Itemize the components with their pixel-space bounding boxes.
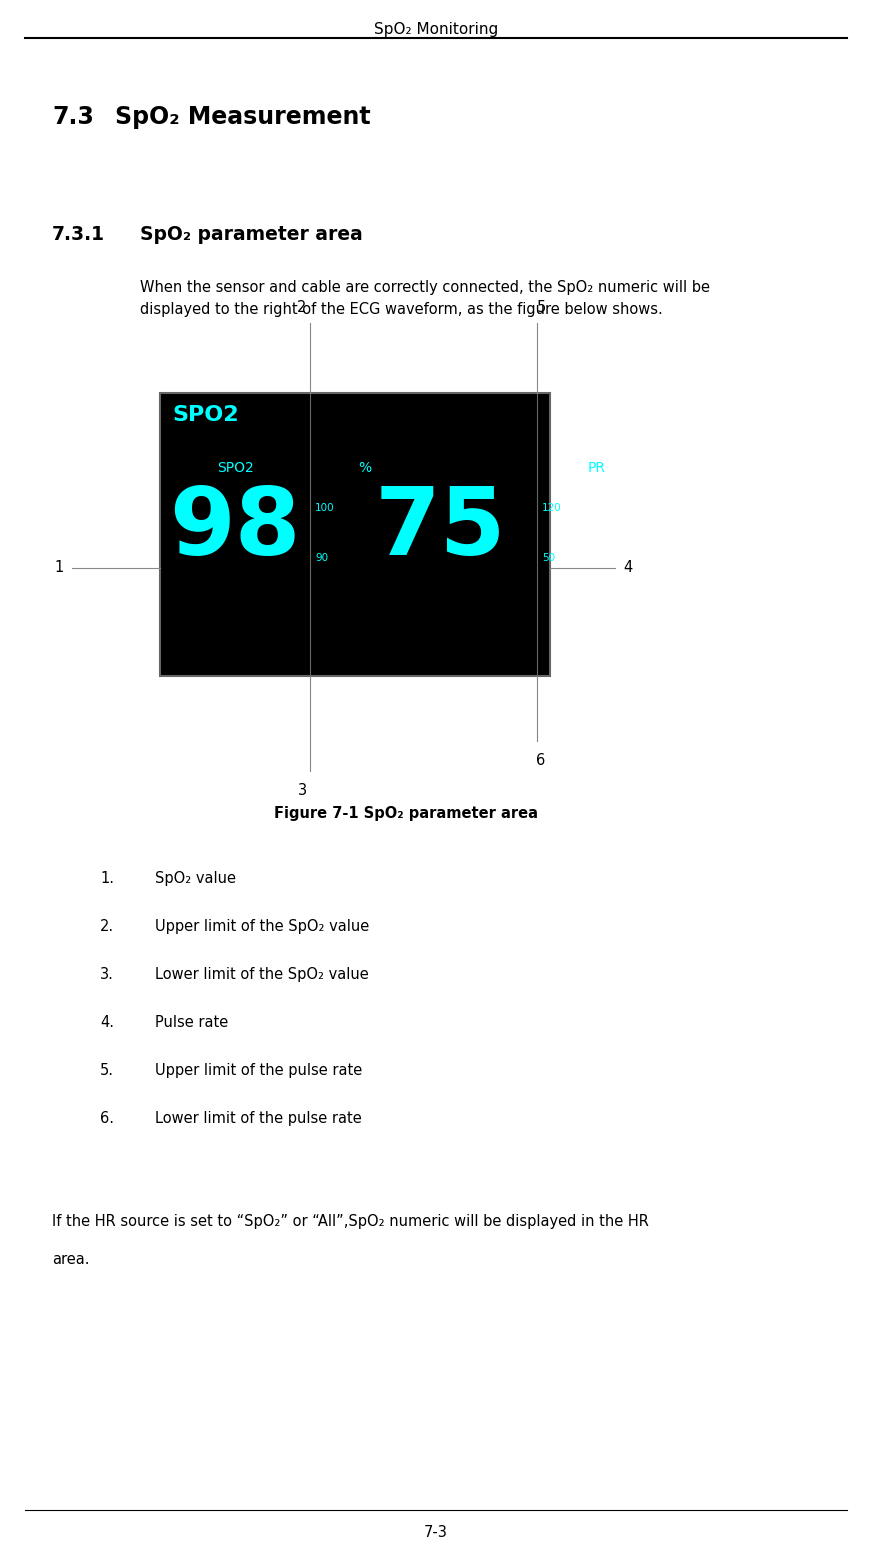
Text: 1.: 1. [100, 871, 114, 886]
Text: If the HR source is set to “SpO₂” or “All”,SpO₂ numeric will be displayed in the: If the HR source is set to “SpO₂” or “Al… [52, 1214, 649, 1229]
Text: area.: area. [52, 1252, 90, 1266]
Text: SPO2: SPO2 [172, 405, 239, 425]
Text: 90: 90 [315, 553, 328, 563]
Text: SpO₂ Monitoring: SpO₂ Monitoring [374, 22, 498, 37]
Text: 98: 98 [169, 483, 301, 574]
Text: 3: 3 [297, 784, 307, 798]
Text: 1: 1 [55, 560, 64, 576]
Text: 7-3: 7-3 [424, 1526, 448, 1540]
Text: 120: 120 [542, 503, 562, 514]
Text: Lower limit of the SpO₂ value: Lower limit of the SpO₂ value [155, 967, 369, 982]
Text: When the sensor and cable are correctly connected, the SpO₂ numeric will be
disp: When the sensor and cable are correctly … [140, 279, 710, 317]
Text: 4: 4 [623, 560, 632, 576]
Text: SPO2: SPO2 [216, 461, 254, 475]
Text: 7.3.1: 7.3.1 [52, 225, 105, 244]
Text: PR: PR [588, 461, 606, 475]
Text: Lower limit of the pulse rate: Lower limit of the pulse rate [155, 1111, 362, 1127]
Text: 75: 75 [374, 483, 506, 574]
Text: Upper limit of the SpO₂ value: Upper limit of the SpO₂ value [155, 919, 369, 934]
Text: %: % [358, 461, 371, 475]
Text: 2.: 2. [100, 919, 114, 934]
Text: 5: 5 [536, 300, 546, 315]
Text: 6: 6 [536, 753, 546, 768]
Bar [160, 393, 550, 677]
Text: SpO₂ Measurement: SpO₂ Measurement [115, 106, 371, 129]
Text: 50: 50 [542, 553, 555, 563]
Text: Upper limit of the pulse rate: Upper limit of the pulse rate [155, 1063, 362, 1079]
Text: 4.: 4. [100, 1015, 114, 1031]
Text: 3.: 3. [100, 967, 114, 982]
Text: 6.: 6. [100, 1111, 114, 1127]
Text: 5.: 5. [100, 1063, 114, 1079]
Text: 100: 100 [315, 503, 335, 514]
Text: Pulse rate: Pulse rate [155, 1015, 228, 1031]
Text: SpO₂ value: SpO₂ value [155, 871, 236, 886]
Text: SpO₂ parameter area: SpO₂ parameter area [140, 225, 363, 244]
Text: 2: 2 [297, 300, 307, 315]
Text: Figure 7-1 SpO₂ parameter area: Figure 7-1 SpO₂ parameter area [274, 805, 538, 821]
Text: 7.3: 7.3 [52, 106, 94, 129]
